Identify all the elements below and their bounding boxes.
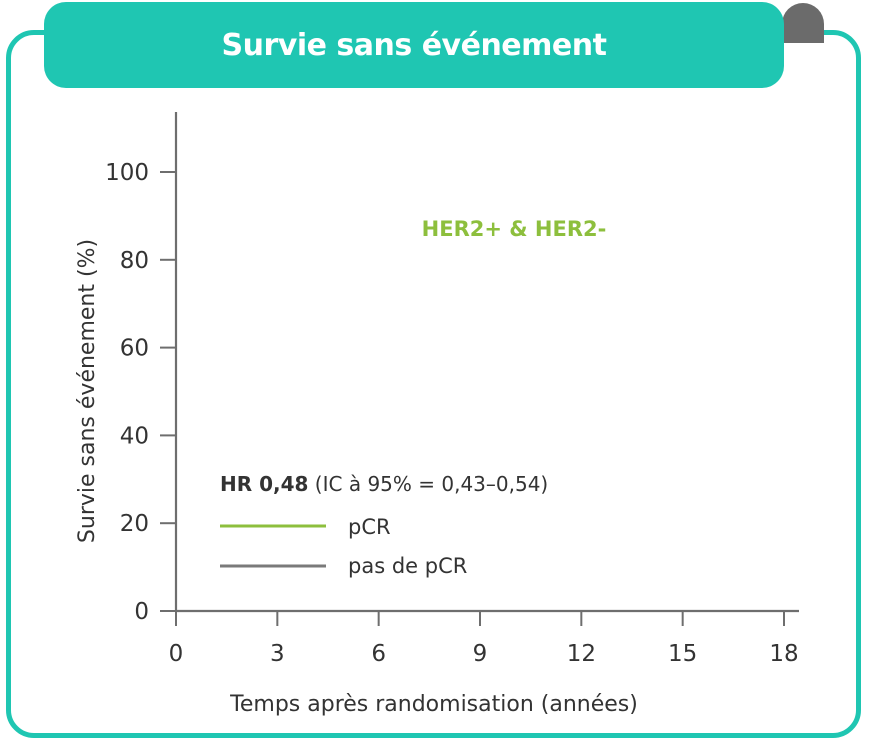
hazard-ratio-ci: (IC à 95% = 0,43–0,54) [308, 472, 548, 496]
axes [174, 112, 799, 613]
chart-title: Survie sans événement [221, 27, 607, 63]
y-ticks: 0 20 40 60 80 100 [105, 160, 176, 625]
x-tick-label: 18 [769, 641, 798, 667]
y-tick-label: 100 [105, 160, 149, 186]
hazard-ratio-value: HR 0,48 [220, 472, 308, 496]
x-tick-label: 9 [473, 641, 488, 667]
y-tick-label: 60 [120, 336, 149, 362]
x-tick-label: 12 [567, 641, 596, 667]
legend-label-no-pcr: pas de pCR [348, 554, 467, 578]
x-tick-label: 0 [169, 641, 184, 667]
legend-label-pcr: pCR [348, 515, 391, 539]
x-tick-label: 3 [270, 641, 285, 667]
x-tick-label: 15 [668, 641, 697, 667]
y-tick-label: 40 [120, 423, 149, 449]
banner-fold [782, 3, 824, 43]
title-banner: Survie sans événement [44, 2, 784, 88]
y-tick-label: 20 [120, 511, 149, 537]
hazard-ratio: HR 0,48 (IC à 95% = 0,43–0,54) [220, 472, 548, 496]
chart-frame [6, 30, 861, 738]
cohort-annotation: HER2+ & HER2- [422, 217, 607, 241]
x-ticks: 0 3 6 9 12 15 18 [169, 611, 799, 667]
y-axis-title: Survie sans événement (%) [75, 239, 100, 543]
y-tick-label: 80 [120, 248, 149, 274]
x-axis-title: Temps après randomisation (années) [229, 692, 638, 717]
y-tick-label: 0 [134, 599, 149, 625]
x-tick-label: 6 [371, 641, 386, 667]
